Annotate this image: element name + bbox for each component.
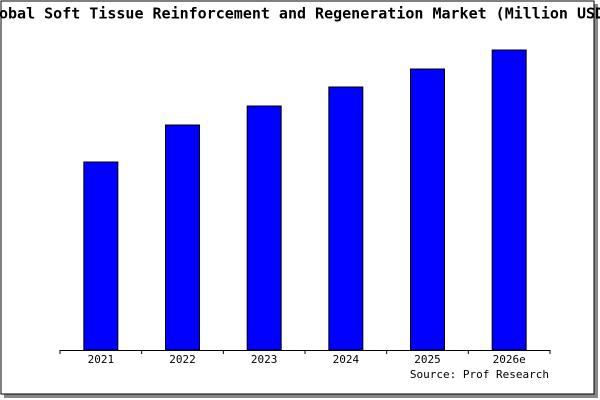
x-tick-label: 2023	[251, 353, 278, 366]
source-note: Source: Prof Research	[410, 368, 549, 381]
bar	[246, 105, 282, 351]
bar	[410, 68, 445, 351]
bar	[83, 161, 119, 351]
bar	[491, 49, 527, 351]
bar	[165, 124, 200, 351]
x-tick-label: 2026e	[493, 353, 526, 366]
x-tick-label: 2024	[333, 353, 360, 366]
x-tick-label: 2022	[169, 353, 196, 366]
chart-title: Global Soft Tissue Reinforcement and Reg…	[0, 5, 600, 23]
x-tick-label: 2021	[88, 353, 115, 366]
bar	[328, 86, 364, 351]
x-tick-label: 2025	[414, 353, 441, 366]
